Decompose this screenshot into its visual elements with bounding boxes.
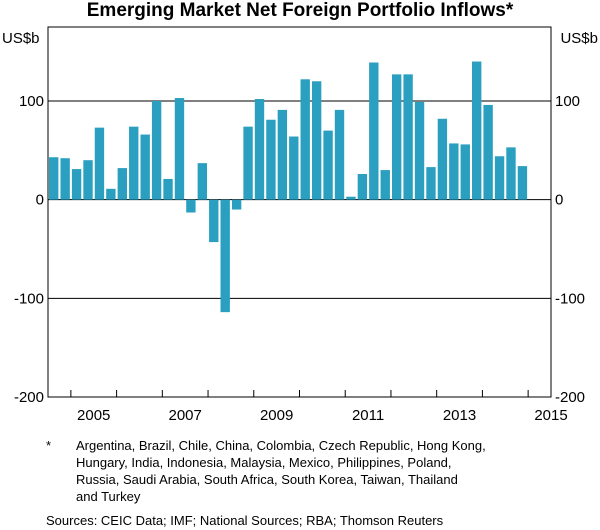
bar: [311, 81, 322, 200]
x-tick-label: 2015: [534, 407, 567, 424]
y-tick-label-right: 0: [555, 192, 563, 209]
bar: [209, 199, 219, 243]
bar: [289, 136, 299, 200]
bar: [60, 158, 70, 200]
bar: [494, 156, 505, 200]
y-tick-label-right: -200: [555, 389, 585, 406]
footnote-line: and Turkey: [76, 489, 141, 504]
y-tick-label-left: -100: [14, 290, 44, 307]
y-axis-unit-left: US$b: [2, 30, 40, 47]
bar: [71, 169, 82, 200]
bar: [483, 104, 493, 200]
bar: [323, 130, 333, 200]
bar: [197, 163, 208, 200]
x-tick-label: 2011: [352, 407, 384, 424]
bar: [460, 144, 470, 200]
bar: [391, 74, 402, 200]
axis-labels: 100 100 0 0 -100 -100 -200 -200 2005 2007 2009 2011…: [14, 93, 585, 424]
y-tick-label-left: 100: [19, 93, 44, 110]
bar: [380, 170, 390, 200]
x-tick-label: 2013: [443, 407, 476, 424]
x-tick-label: 2007: [168, 407, 201, 424]
bar: [254, 99, 265, 200]
footnote-line: Hungary, India, Indonesia, Malaysia, Mex…: [76, 455, 452, 470]
footnote: Argentina, Brazil, Chile, China, Colombi…: [76, 437, 576, 505]
bar: [94, 127, 105, 200]
bar: [49, 157, 59, 200]
y-tick-label-right: -100: [555, 290, 585, 307]
bar: [243, 126, 253, 200]
footnote-line: Argentina, Brazil, Chile, China, Colombi…: [76, 438, 486, 453]
bar: [472, 61, 482, 200]
bar: [414, 101, 425, 200]
bar: [220, 199, 230, 313]
y-tick-label-right: 100: [555, 93, 580, 110]
bar: [300, 79, 310, 200]
bar: [163, 178, 173, 200]
bar: [129, 126, 139, 200]
bar-series: [49, 61, 528, 313]
bar: [517, 166, 528, 200]
footnote-line: Russia, Saudi Arabia, South Africa, Sout…: [76, 472, 458, 487]
bar: [231, 199, 242, 210]
bar: [334, 109, 345, 200]
chart-title: Emerging Market Net Foreign Portfolio In…: [86, 0, 514, 21]
bar: [277, 109, 288, 200]
bar: [140, 134, 150, 200]
axis-ticks: [70, 390, 529, 397]
bar: [151, 101, 162, 200]
footnote-mark: *: [46, 438, 52, 453]
bar: [426, 167, 436, 200]
bar: [346, 196, 356, 200]
bar: [186, 199, 196, 213]
chart-area: 100 100 0 0 -100 -100 -200 -200 2005 2007 2009 2011…: [2, 26, 598, 424]
bar: [357, 174, 368, 200]
bar: [83, 160, 93, 200]
x-tick-label: 2009: [260, 407, 293, 424]
y-tick-label-left: -200: [14, 389, 44, 406]
y-tick-label-left: 0: [36, 192, 44, 209]
x-tick-label: 2005: [77, 407, 110, 424]
y-axis-unit-right: US$b: [560, 30, 598, 47]
sources-note: Sources: CEIC Data; IMF; National Source…: [46, 513, 444, 528]
bar: [506, 147, 516, 200]
bar: [437, 118, 448, 200]
bar: [117, 168, 127, 200]
bar: [369, 62, 379, 200]
bar: [106, 188, 116, 200]
bar: [174, 98, 185, 200]
bar: [403, 74, 413, 200]
bar: [266, 119, 276, 200]
bar: [449, 143, 459, 200]
